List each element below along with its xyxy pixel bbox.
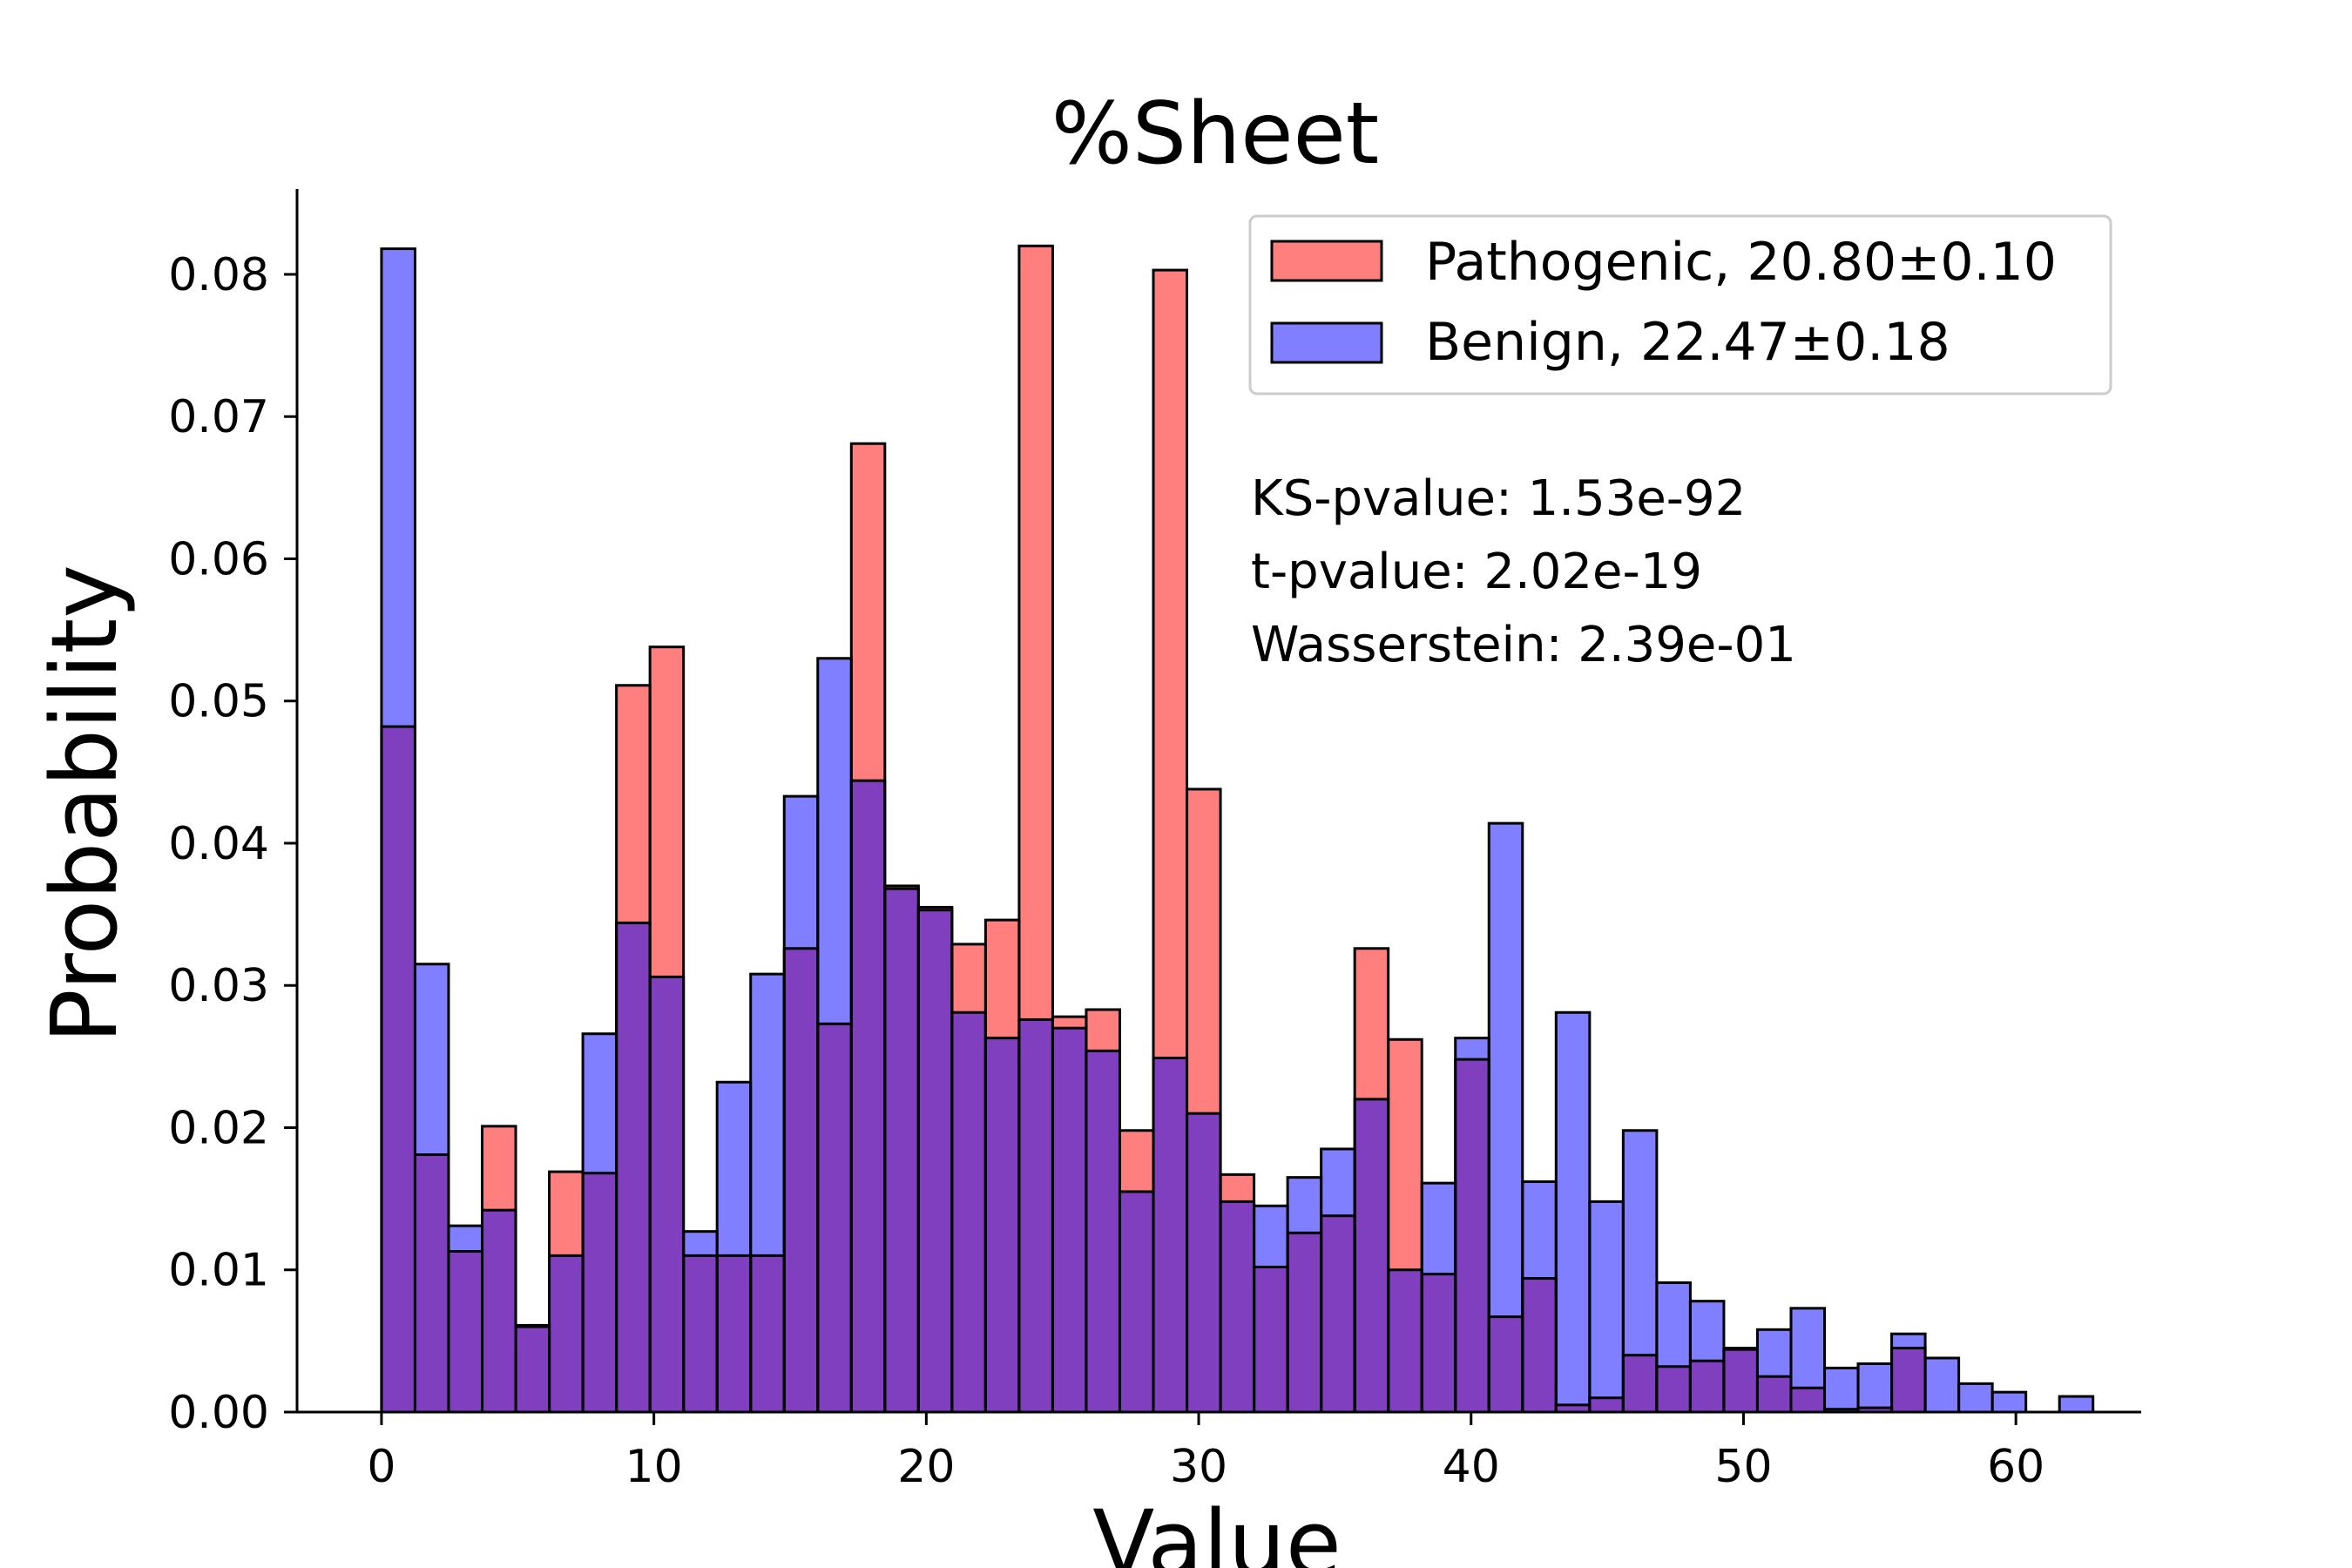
overlap-bar: [381, 727, 416, 1412]
overlap-bar: [817, 1024, 852, 1412]
y-tick-label: 0.02: [168, 1102, 269, 1154]
y-tick-label: 0.04: [168, 818, 269, 870]
legend: Pathogenic, 20.80±0.10 Benign, 22.47±0.1…: [1248, 214, 2112, 395]
x-tick-label: 20: [897, 1441, 955, 1493]
x-tick-label: 10: [625, 1441, 683, 1493]
legend-label-benign: Benign, 22.47±0.18: [1425, 312, 1950, 373]
overlap-bar: [717, 1255, 751, 1412]
overlap-bar: [1085, 1051, 1120, 1412]
overlap-bar: [1455, 1059, 1490, 1412]
x-tick-label: 30: [1170, 1441, 1227, 1493]
legend-label-pathogenic: Pathogenic, 20.80±0.10: [1425, 232, 2057, 293]
x-tick-label: 60: [1987, 1441, 2044, 1493]
overlap-bar: [851, 781, 885, 1412]
overlap-bar: [1891, 1348, 1926, 1412]
overlap-bar: [1790, 1388, 1825, 1412]
benign-bar: [1858, 1363, 1892, 1412]
wasserstein-annotation: Wasserstein: 2.39e-01: [1251, 617, 1796, 673]
benign-bar: [1958, 1383, 1993, 1412]
overlap-bar: [1623, 1355, 1657, 1412]
overlap-bar: [1254, 1267, 1288, 1412]
overlap-bar: [1288, 1233, 1321, 1412]
overlap-bar: [650, 977, 684, 1412]
y-tick-label: 0.07: [168, 391, 269, 443]
benign-bar: [2059, 1396, 2093, 1412]
overlap-bar: [951, 1012, 986, 1412]
x-tick-label: 40: [1443, 1441, 1500, 1493]
y-tick-label: 0.03: [168, 960, 269, 1012]
benign-bar: [1992, 1392, 2026, 1412]
benign-bar: [1589, 1201, 1624, 1412]
y-tick-label: 0.08: [168, 249, 269, 301]
overlap-bar: [1656, 1366, 1691, 1412]
y-axis-title: Probability: [31, 564, 138, 1044]
benign-bars: [381, 248, 2093, 1413]
overlap-bar: [616, 923, 651, 1412]
overlap-bar: [750, 1255, 785, 1412]
y-ticks: 0.00 0.01 0.02 0.03 0.04 0.05 0.06 0.07 0.08: [168, 249, 297, 1439]
overlap-bar: [918, 909, 952, 1412]
overlap-bar: [1388, 1269, 1423, 1412]
legend-swatch-benign: [1270, 321, 1383, 364]
chart-title: %Sheet: [1051, 84, 1379, 184]
overlap-bar: [1220, 1201, 1254, 1412]
overlap-bar: [1489, 1316, 1523, 1412]
y-tick-label: 0.01: [168, 1245, 269, 1297]
benign-bar: [1489, 823, 1523, 1412]
x-tick-label: 0: [367, 1441, 395, 1493]
overlap-bar: [1321, 1215, 1355, 1412]
legend-box: [1248, 214, 2112, 395]
y-tick-label: 0.06: [168, 533, 269, 585]
legend-swatch-pathogenic: [1270, 240, 1383, 282]
overlap-bar: [1858, 1408, 1892, 1412]
overlap-bar: [1824, 1409, 1859, 1412]
overlap-bar: [1052, 1028, 1086, 1412]
overlap-bar: [1186, 1113, 1221, 1412]
overlap-bar: [516, 1327, 550, 1412]
x-axis-title: Value: [1092, 1490, 1342, 1568]
overlap-bar: [549, 1255, 584, 1412]
overlap-bar: [1589, 1397, 1624, 1412]
overlap-bar: [1556, 1404, 1590, 1412]
y-tick-label: 0.05: [168, 676, 269, 728]
overlap-bar: [583, 1173, 617, 1412]
x-tick-label: 50: [1714, 1441, 1772, 1493]
overlap-bar: [1119, 1191, 1154, 1412]
overlap-bar: [784, 948, 818, 1412]
overlap-bar: [448, 1251, 483, 1412]
benign-bar: [1556, 1012, 1590, 1412]
overlap-bar: [1153, 1058, 1187, 1412]
t-pvalue-annotation: t-pvalue: 2.02e-19: [1251, 544, 1702, 600]
overlap-bar: [683, 1255, 718, 1412]
overlap-bar: [1422, 1274, 1456, 1412]
x-ticks: 0 10 20 30 40 50 60: [367, 1412, 2044, 1493]
overlap-bar: [415, 1154, 449, 1412]
overlap-bar: [1723, 1349, 1758, 1412]
overlap-bar: [985, 1037, 1019, 1412]
overlap-bar: [1355, 1098, 1389, 1412]
benign-bar: [1925, 1357, 1959, 1412]
benign-bar: [1824, 1368, 1859, 1412]
overlap-bar: [1757, 1376, 1791, 1412]
overlap-bar: [1690, 1361, 1724, 1412]
overlap-bar: [1018, 1019, 1053, 1412]
overlap-bar: [884, 889, 919, 1412]
overlap-bar: [482, 1210, 517, 1412]
overlap-bar: [1522, 1278, 1557, 1412]
y-tick-label: 0.00: [168, 1387, 269, 1439]
ks-pvalue-annotation: KS-pvalue: 1.53e-92: [1251, 470, 1746, 527]
